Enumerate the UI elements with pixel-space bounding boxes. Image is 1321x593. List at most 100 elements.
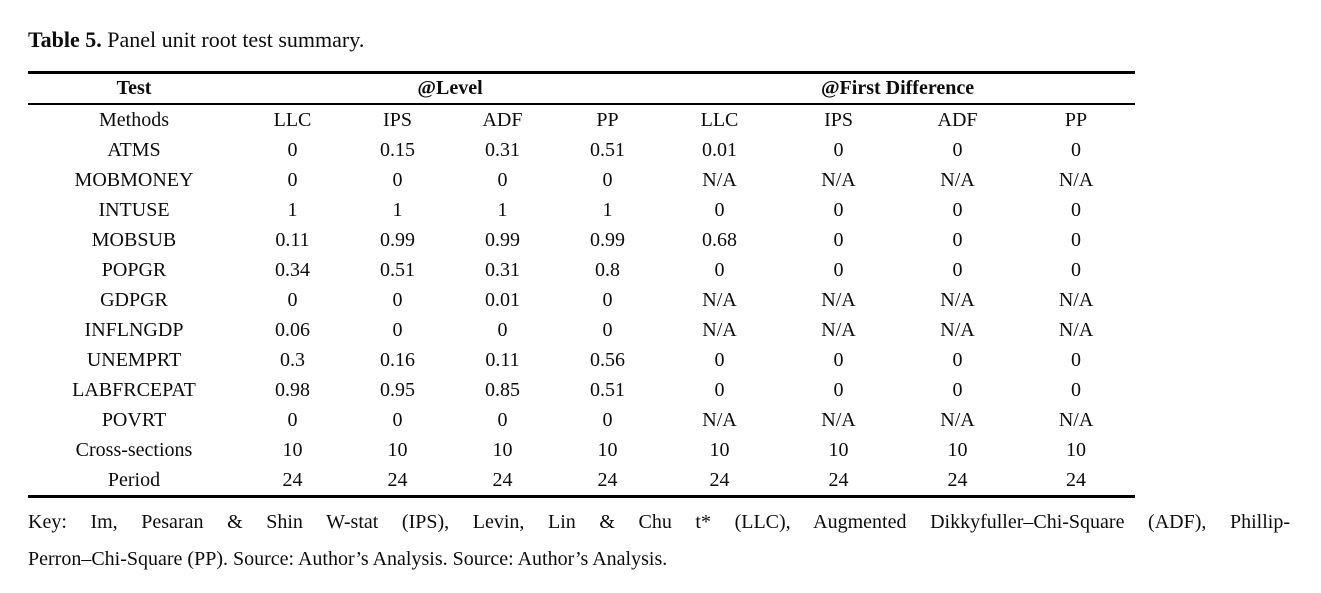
table-cell: N/A — [940, 408, 975, 431]
table-cell: 0 — [714, 378, 725, 401]
table-cell: N/A — [1058, 288, 1094, 311]
table-cell: 0.31 — [485, 258, 520, 281]
table-cell: 0.11 — [275, 228, 310, 251]
table-cell: 0 — [714, 348, 725, 371]
table-cell: 0 — [952, 378, 963, 401]
table-cell: 0.01 — [485, 288, 520, 311]
table-row: LABFRCEPAT 0.98 0.95 0.85 0.51 0 0 0 0 — [28, 375, 1135, 405]
table-cell: 24 — [492, 468, 513, 491]
table-cell: N/A — [702, 408, 737, 431]
table-row: Cross-sections 10 10 10 10 10 10 10 10 — [28, 435, 1135, 465]
row-label: Period — [107, 468, 161, 491]
table-cell: 0.3 — [280, 348, 305, 371]
table-cell: 0 — [833, 378, 844, 401]
table-cell: 0 — [392, 168, 403, 191]
table-cell: 24 — [947, 468, 968, 491]
table-cell: 0 — [714, 258, 725, 281]
table-cell: 1 — [602, 198, 613, 221]
table-cell: 0 — [497, 168, 508, 191]
row-label: INFLNGDP — [84, 318, 184, 341]
table-cell: 0 — [602, 288, 613, 311]
table-cell: 0.06 — [275, 318, 310, 341]
table-row: POPGR 0.34 0.51 0.31 0.8 0 0 0 0 — [28, 255, 1135, 285]
table-cell: 0.99 — [485, 228, 520, 251]
row-label: MOBMONEY — [74, 168, 194, 191]
table-row: MOBSUB 0.11 0.99 0.99 0.99 0.68 0 0 0 — [28, 225, 1135, 255]
table-cell: N/A — [940, 318, 975, 341]
table-cell: 24 — [282, 468, 303, 491]
table-cell: 0.31 — [485, 138, 520, 161]
table-cell: 10 — [1066, 438, 1087, 461]
table-cell: N/A — [1058, 318, 1094, 341]
table-cell: 24 — [387, 468, 408, 491]
table-cell: 24 — [709, 468, 730, 491]
table-cell: 10 — [597, 438, 618, 461]
column-header-adf-fd: ADF — [937, 108, 978, 131]
table-cell: 0 — [602, 318, 613, 341]
table-cell: 10 — [492, 438, 513, 461]
table-cell: N/A — [1058, 168, 1094, 191]
table-row: INTUSE 1 1 1 1 0 0 0 0 — [28, 195, 1135, 225]
table-cell: N/A — [821, 408, 856, 431]
table-cell: 0.68 — [702, 228, 738, 251]
table-cell: 0 — [1071, 198, 1082, 221]
table-cell: 0.34 — [275, 258, 310, 281]
table-cell: 0 — [287, 138, 298, 161]
table-cell: 0.8 — [595, 258, 620, 281]
row-label: ATMS — [107, 138, 161, 161]
table-cell: 0 — [602, 408, 613, 431]
table-cell: 0.85 — [485, 378, 520, 401]
table-cell: N/A — [940, 288, 975, 311]
table-cell: N/A — [940, 168, 975, 191]
column-header-ips-fd: IPS — [824, 108, 853, 131]
table-cell: 0 — [833, 348, 844, 371]
table-cell: 0.95 — [380, 378, 415, 401]
table-cell: 0 — [1071, 228, 1082, 251]
table-cell: 10 — [709, 438, 730, 461]
table-cell: 10 — [947, 438, 968, 461]
table-cell: 0 — [1071, 258, 1082, 281]
table-cell: 24 — [828, 468, 849, 491]
table-cell: 10 — [282, 438, 303, 461]
table-cell: 0 — [833, 138, 844, 161]
row-label: POPGR — [101, 258, 167, 281]
table-cell: N/A — [702, 318, 737, 341]
table-cell: 10 — [387, 438, 408, 461]
table-cell: 10 — [828, 438, 849, 461]
table-row: INFLNGDP 0.06 0 0 0 N/A N/A N/A N/A — [28, 315, 1135, 345]
table-cell: 0.56 — [590, 348, 625, 371]
table-cell: 0.99 — [590, 228, 625, 251]
table-cell: 0 — [287, 408, 298, 431]
table-cell: 0.15 — [380, 138, 415, 161]
table-row: POVRT 0 0 0 0 N/A N/A N/A N/A — [28, 405, 1135, 435]
row-label: LABFRCEPAT — [72, 378, 196, 401]
table-cell: 0 — [287, 168, 298, 191]
column-header-adf-level: ADF — [482, 108, 523, 131]
table-cell: 0 — [952, 348, 963, 371]
table-cell: 0.16 — [380, 348, 415, 371]
table-cell: N/A — [702, 288, 737, 311]
table-cell: 0 — [392, 288, 403, 311]
table-cell: 0 — [287, 288, 298, 311]
note-line-2: Perron–Chi-Square (PP). Source: Author’s… — [28, 548, 668, 570]
group-header-test: Test — [28, 72, 240, 105]
table-body: ATMS 0 0.15 0.31 0.51 0.01 0 0 0 MOBMONEY 0 0 0 0 N/A N… — [28, 135, 1135, 497]
table-cell: N/A — [702, 168, 737, 191]
table-row: GDPGR 0 0 0.01 0 N/A N/A N/A N/A — [28, 285, 1135, 315]
table-cell: 0 — [952, 138, 963, 161]
group-header-first-difference: @First Difference — [660, 72, 1136, 105]
table-cell: 0 — [952, 198, 963, 221]
table-title-label: Table 5. — [28, 27, 102, 52]
table-cell: 0 — [833, 228, 844, 251]
table-cell: 0 — [952, 258, 963, 281]
table-row: UNEMPRT 0.3 0.16 0.11 0.56 0 0 0 0 — [28, 345, 1135, 375]
table-cell: 0.11 — [485, 348, 520, 371]
table-cell: 0 — [497, 318, 508, 341]
row-label: UNEMPRT — [86, 348, 182, 371]
group-header-level: @Level — [240, 72, 661, 105]
table-cell: 0 — [1071, 378, 1082, 401]
table-cell: 0 — [602, 168, 613, 191]
column-header-llc-fd: LLC — [700, 108, 739, 131]
table-title-text: Panel unit root test summary. — [107, 27, 365, 52]
table-cell: 0 — [392, 318, 403, 341]
